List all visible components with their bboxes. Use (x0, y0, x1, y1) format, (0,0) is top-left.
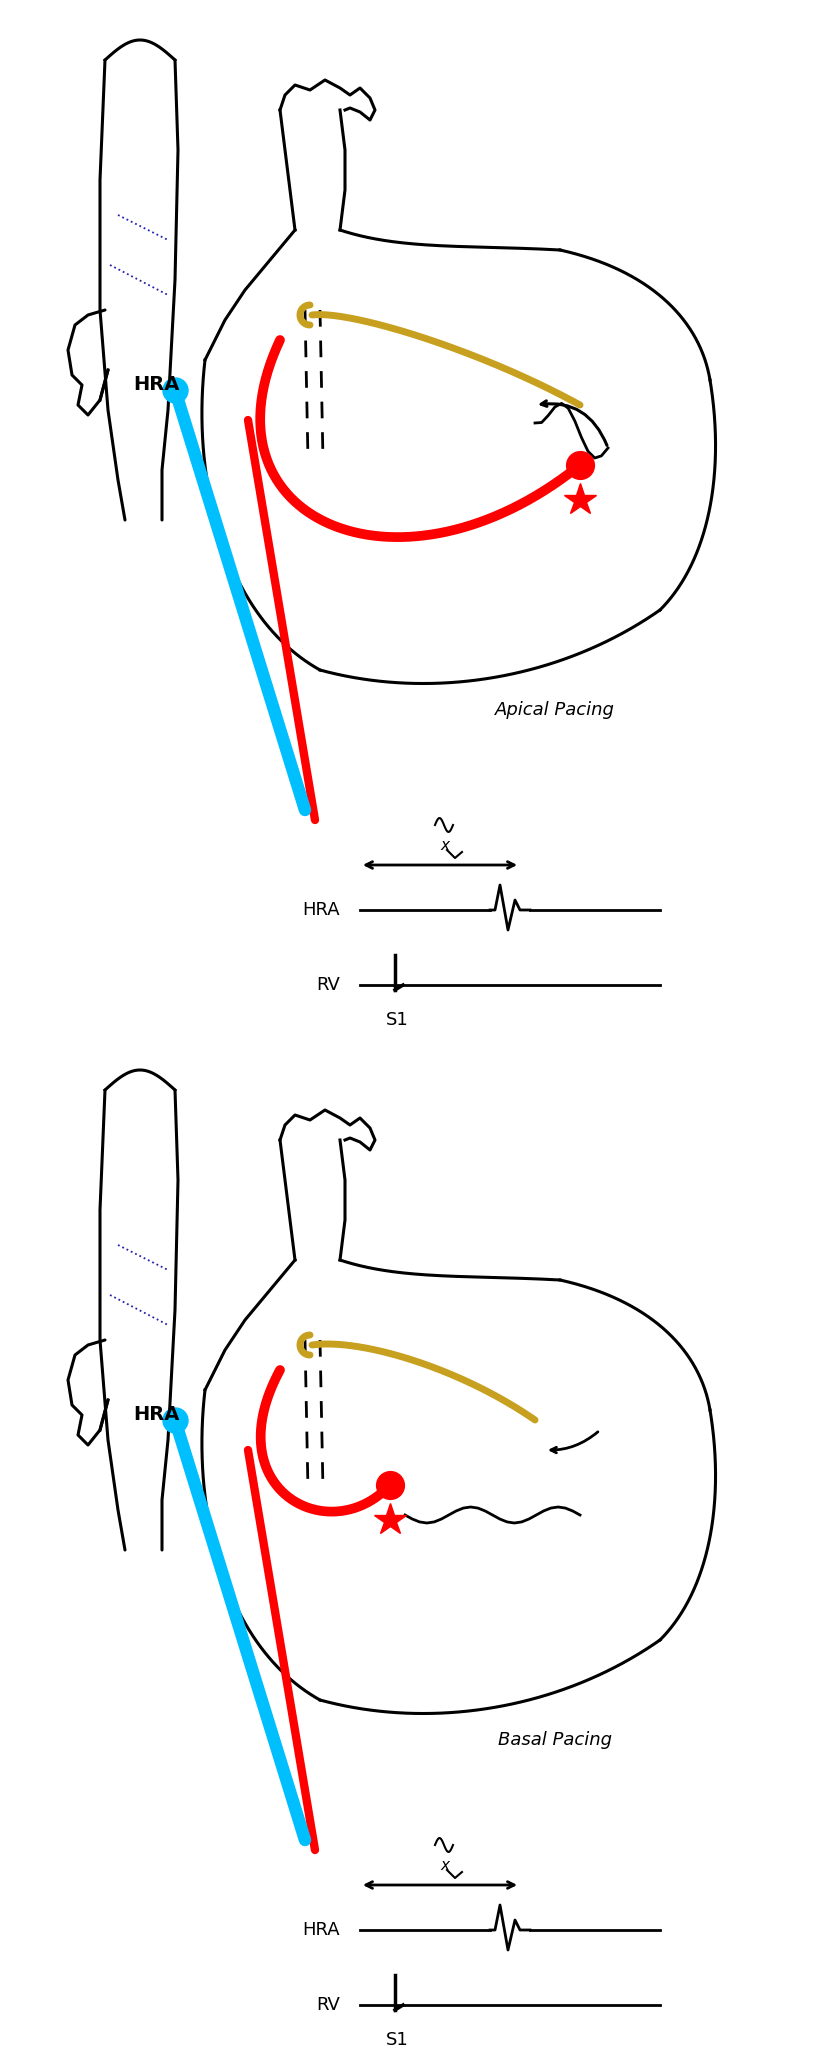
Text: x: x (440, 1858, 450, 1872)
Text: HRA: HRA (133, 1405, 179, 1425)
Text: S1: S1 (385, 2032, 408, 2048)
Text: HRA: HRA (133, 375, 179, 395)
Text: S1: S1 (385, 1012, 408, 1028)
Text: Apical Pacing: Apical Pacing (495, 700, 615, 719)
Text: x: x (440, 838, 450, 852)
Text: HRA: HRA (302, 1921, 340, 1939)
Text: HRA: HRA (302, 901, 340, 920)
Text: RV: RV (316, 1997, 340, 2013)
Text: RV: RV (316, 977, 340, 993)
Text: Basal Pacing: Basal Pacing (498, 1731, 612, 1749)
